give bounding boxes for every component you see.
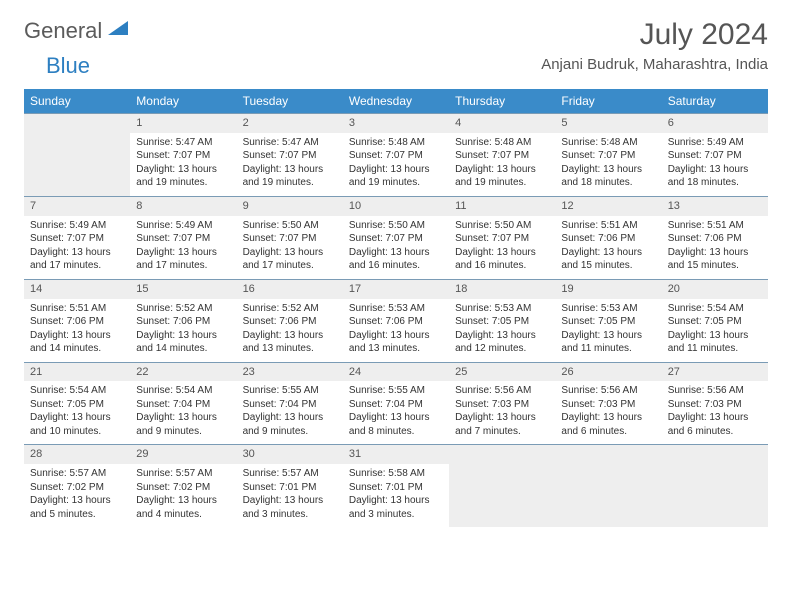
daynum-row: 28293031 [24,445,768,464]
daynum-row: 123456 [24,114,768,133]
logo-text-general: General [24,18,102,44]
daynum-row: 21222324252627 [24,362,768,381]
day-cell: Sunrise: 5:48 AMSunset: 7:07 PMDaylight:… [555,133,661,197]
day-cell: Sunrise: 5:54 AMSunset: 7:04 PMDaylight:… [130,381,236,445]
day-cell: Sunrise: 5:53 AMSunset: 7:05 PMDaylight:… [449,299,555,363]
day-number: 5 [555,114,661,133]
daynum-row: 78910111213 [24,196,768,215]
empty-daynum [24,114,130,133]
day-number: 6 [662,114,768,133]
day-cell: Sunrise: 5:53 AMSunset: 7:05 PMDaylight:… [555,299,661,363]
day-header: Friday [555,89,661,114]
day-number: 29 [130,445,236,464]
day-cell: Sunrise: 5:55 AMSunset: 7:04 PMDaylight:… [343,381,449,445]
day-header: Sunday [24,89,130,114]
content-row: Sunrise: 5:47 AMSunset: 7:07 PMDaylight:… [24,133,768,197]
day-cell: Sunrise: 5:51 AMSunset: 7:06 PMDaylight:… [662,216,768,280]
month-title: July 2024 [541,18,768,52]
day-cell: Sunrise: 5:51 AMSunset: 7:06 PMDaylight:… [555,216,661,280]
day-number: 13 [662,196,768,215]
day-cell: Sunrise: 5:49 AMSunset: 7:07 PMDaylight:… [662,133,768,197]
day-number: 17 [343,279,449,298]
day-number: 2 [237,114,343,133]
day-cell: Sunrise: 5:56 AMSunset: 7:03 PMDaylight:… [449,381,555,445]
day-cell: Sunrise: 5:53 AMSunset: 7:06 PMDaylight:… [343,299,449,363]
content-row: Sunrise: 5:54 AMSunset: 7:05 PMDaylight:… [24,381,768,445]
day-number: 16 [237,279,343,298]
content-row: Sunrise: 5:51 AMSunset: 7:06 PMDaylight:… [24,299,768,363]
day-cell: Sunrise: 5:49 AMSunset: 7:07 PMDaylight:… [130,216,236,280]
empty-cell [449,464,555,527]
day-number: 11 [449,196,555,215]
day-number: 12 [555,196,661,215]
day-number: 14 [24,279,130,298]
empty-daynum [449,445,555,464]
day-number: 30 [237,445,343,464]
day-number: 26 [555,362,661,381]
day-header: Thursday [449,89,555,114]
day-cell: Sunrise: 5:54 AMSunset: 7:05 PMDaylight:… [662,299,768,363]
day-header: Saturday [662,89,768,114]
logo-text-blue: Blue [46,53,90,79]
day-number: 9 [237,196,343,215]
daynum-row: 14151617181920 [24,279,768,298]
empty-cell [555,464,661,527]
day-cell: Sunrise: 5:56 AMSunset: 7:03 PMDaylight:… [662,381,768,445]
day-number: 18 [449,279,555,298]
content-row: Sunrise: 5:49 AMSunset: 7:07 PMDaylight:… [24,216,768,280]
day-cell: Sunrise: 5:50 AMSunset: 7:07 PMDaylight:… [343,216,449,280]
day-cell: Sunrise: 5:47 AMSunset: 7:07 PMDaylight:… [130,133,236,197]
day-cell: Sunrise: 5:51 AMSunset: 7:06 PMDaylight:… [24,299,130,363]
day-cell: Sunrise: 5:54 AMSunset: 7:05 PMDaylight:… [24,381,130,445]
day-number: 19 [555,279,661,298]
day-cell: Sunrise: 5:47 AMSunset: 7:07 PMDaylight:… [237,133,343,197]
empty-daynum [555,445,661,464]
day-number: 22 [130,362,236,381]
day-header-row: SundayMondayTuesdayWednesdayThursdayFrid… [24,89,768,114]
day-cell: Sunrise: 5:57 AMSunset: 7:01 PMDaylight:… [237,464,343,527]
day-header: Wednesday [343,89,449,114]
day-number: 23 [237,362,343,381]
day-cell: Sunrise: 5:48 AMSunset: 7:07 PMDaylight:… [343,133,449,197]
day-number: 28 [24,445,130,464]
day-number: 20 [662,279,768,298]
day-cell: Sunrise: 5:58 AMSunset: 7:01 PMDaylight:… [343,464,449,527]
day-number: 3 [343,114,449,133]
day-header: Tuesday [237,89,343,114]
day-cell: Sunrise: 5:55 AMSunset: 7:04 PMDaylight:… [237,381,343,445]
day-number: 24 [343,362,449,381]
day-cell: Sunrise: 5:50 AMSunset: 7:07 PMDaylight:… [449,216,555,280]
day-number: 31 [343,445,449,464]
day-number: 27 [662,362,768,381]
day-cell: Sunrise: 5:56 AMSunset: 7:03 PMDaylight:… [555,381,661,445]
content-row: Sunrise: 5:57 AMSunset: 7:02 PMDaylight:… [24,464,768,527]
day-cell: Sunrise: 5:57 AMSunset: 7:02 PMDaylight:… [24,464,130,527]
title-block: July 2024 Anjani Budruk, Maharashtra, In… [541,18,768,73]
day-cell: Sunrise: 5:52 AMSunset: 7:06 PMDaylight:… [130,299,236,363]
empty-cell [24,133,130,197]
day-number: 8 [130,196,236,215]
day-cell: Sunrise: 5:50 AMSunset: 7:07 PMDaylight:… [237,216,343,280]
day-number: 15 [130,279,236,298]
day-cell: Sunrise: 5:52 AMSunset: 7:06 PMDaylight:… [237,299,343,363]
day-number: 1 [130,114,236,133]
day-number: 4 [449,114,555,133]
logo-triangle-icon [108,21,128,42]
day-cell: Sunrise: 5:57 AMSunset: 7:02 PMDaylight:… [130,464,236,527]
day-header: Monday [130,89,236,114]
empty-cell [662,464,768,527]
calendar-table: SundayMondayTuesdayWednesdayThursdayFrid… [24,89,768,527]
day-number: 25 [449,362,555,381]
day-number: 7 [24,196,130,215]
day-number: 10 [343,196,449,215]
location-text: Anjani Budruk, Maharashtra, India [541,56,768,73]
empty-daynum [662,445,768,464]
day-cell: Sunrise: 5:49 AMSunset: 7:07 PMDaylight:… [24,216,130,280]
day-cell: Sunrise: 5:48 AMSunset: 7:07 PMDaylight:… [449,133,555,197]
logo: General [24,18,130,44]
day-number: 21 [24,362,130,381]
